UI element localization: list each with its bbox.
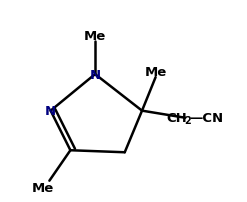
Text: Me: Me: [32, 181, 54, 194]
Text: —CN: —CN: [189, 111, 224, 124]
Text: N: N: [45, 105, 56, 118]
Text: Me: Me: [84, 30, 106, 43]
Text: CH: CH: [167, 111, 187, 124]
Text: 2: 2: [185, 115, 191, 125]
Text: N: N: [89, 68, 101, 81]
Text: Me: Me: [144, 65, 167, 78]
